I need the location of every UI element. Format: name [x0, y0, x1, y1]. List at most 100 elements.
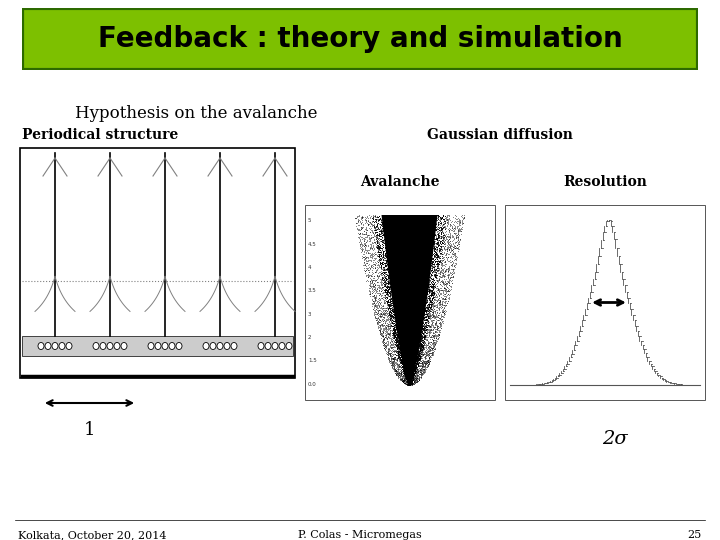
Point: [402, 372, 413, 381]
Point: [403, 323, 415, 332]
Point: [394, 360, 405, 368]
Point: [406, 274, 418, 283]
Point: [394, 225, 405, 233]
Point: [409, 297, 420, 306]
Point: [413, 360, 424, 368]
Point: [402, 262, 414, 271]
Point: [390, 269, 402, 278]
Point: [374, 289, 385, 298]
Point: [386, 275, 397, 284]
Point: [409, 329, 420, 338]
Point: [427, 336, 438, 345]
Point: [382, 261, 393, 269]
Text: Kolkata, October 20, 2014: Kolkata, October 20, 2014: [18, 530, 166, 540]
Point: [387, 266, 399, 274]
Point: [397, 334, 409, 343]
Point: [442, 278, 454, 287]
Point: [394, 372, 405, 380]
Point: [438, 312, 449, 320]
Point: [390, 369, 402, 378]
Point: [410, 328, 422, 337]
Point: [440, 280, 451, 289]
Point: [404, 268, 415, 276]
Point: [388, 271, 400, 280]
Point: [372, 244, 383, 252]
Point: [391, 347, 402, 356]
Point: [413, 353, 425, 361]
Point: [410, 356, 422, 364]
Point: [392, 288, 403, 297]
Point: [380, 260, 392, 269]
Point: [402, 322, 413, 331]
Point: [416, 242, 428, 251]
Point: [432, 316, 444, 325]
Point: [405, 264, 417, 272]
Point: [405, 322, 416, 331]
Point: [420, 303, 432, 312]
Point: [397, 324, 409, 333]
Point: [399, 362, 410, 370]
Point: [438, 272, 450, 281]
Point: [402, 223, 413, 232]
Point: [428, 214, 439, 222]
Point: [429, 282, 441, 291]
Point: [433, 256, 444, 265]
Point: [404, 264, 415, 273]
Point: [401, 230, 413, 239]
Point: [383, 343, 395, 352]
Point: [403, 370, 415, 379]
Point: [416, 334, 428, 343]
Point: [416, 326, 428, 334]
Point: [422, 313, 433, 321]
Point: [400, 237, 412, 246]
Point: [404, 291, 415, 299]
Point: [388, 315, 400, 323]
Point: [402, 377, 413, 386]
Point: [453, 216, 464, 225]
Point: [379, 294, 390, 302]
Point: [426, 218, 437, 227]
Point: [416, 329, 428, 338]
Point: [399, 254, 410, 263]
Point: [405, 338, 417, 346]
Point: [422, 342, 433, 351]
Point: [397, 300, 409, 309]
Point: [369, 286, 380, 295]
Point: [399, 224, 410, 233]
Point: [399, 225, 410, 234]
Point: [376, 211, 387, 220]
Point: [359, 240, 371, 248]
Point: [369, 228, 381, 237]
Point: [426, 283, 437, 292]
Point: [403, 381, 415, 389]
Point: [423, 273, 434, 281]
Point: [390, 236, 401, 245]
Point: [400, 373, 412, 382]
Point: [400, 258, 411, 267]
Point: [393, 343, 405, 352]
Point: [405, 212, 417, 221]
Point: [391, 365, 402, 374]
Point: [408, 348, 420, 357]
Point: [392, 316, 404, 325]
Point: [433, 215, 444, 224]
Point: [402, 287, 414, 295]
Point: [426, 316, 438, 325]
Point: [418, 294, 430, 302]
Point: [369, 300, 380, 309]
Point: [421, 214, 433, 222]
Point: [393, 299, 405, 308]
Point: [398, 351, 410, 360]
Point: [358, 261, 369, 269]
Point: [422, 301, 433, 309]
Point: [385, 296, 397, 305]
Point: [433, 294, 444, 302]
Point: [444, 225, 455, 234]
Point: [438, 309, 450, 318]
Point: [377, 283, 389, 292]
Point: [407, 361, 418, 370]
Point: [369, 267, 380, 276]
Point: [402, 355, 413, 363]
Point: [399, 370, 410, 379]
Point: [368, 221, 379, 230]
